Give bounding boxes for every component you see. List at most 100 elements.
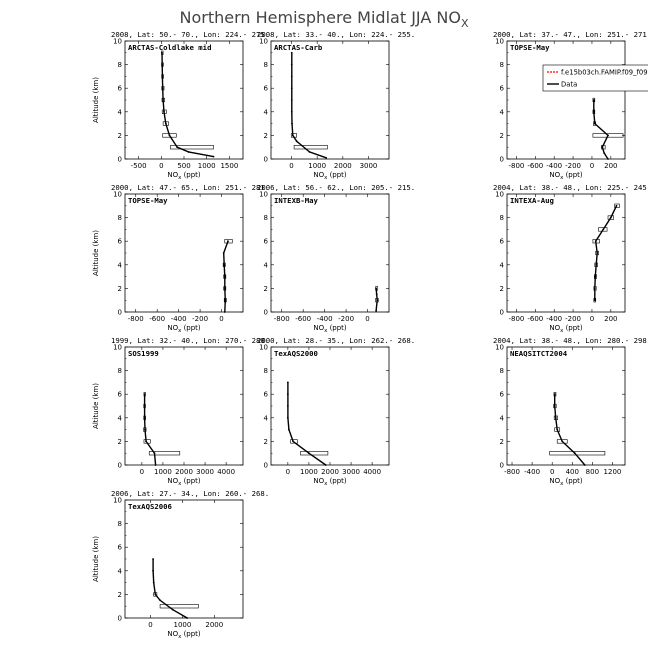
data-point bbox=[186, 617, 189, 619]
x-tick-label: -400 bbox=[317, 315, 333, 323]
data-point bbox=[143, 405, 146, 407]
data-point bbox=[596, 252, 599, 254]
x-tick-label: -600 bbox=[149, 315, 165, 323]
campaign-label: TOPSE-May bbox=[510, 43, 550, 52]
y-tick-label: 4 bbox=[264, 108, 269, 116]
x-tick-label: 1200 bbox=[604, 468, 622, 476]
y-axis-label: Altitude (km) bbox=[92, 536, 100, 582]
data-range-box bbox=[553, 415, 559, 420]
data-point bbox=[594, 240, 597, 243]
x-tick-label: -800 bbox=[508, 315, 524, 323]
data-range-box bbox=[162, 133, 177, 138]
data-profile-line bbox=[554, 394, 586, 466]
y-tick-label: 6 bbox=[264, 238, 269, 246]
panel-header: 2008, Lat: 50.- 70., Lon: 224.- 275. bbox=[111, 30, 269, 39]
campaign-label: ARCTAS-Carb bbox=[274, 43, 323, 52]
panel-header: 2000, Lat: 28.- 35., Lon: 262.- 268. bbox=[257, 336, 415, 345]
data-range-box bbox=[161, 109, 167, 114]
data-range-box bbox=[556, 439, 568, 444]
panel-frame bbox=[124, 40, 244, 160]
data-point bbox=[222, 252, 225, 254]
y-tick-label: 4 bbox=[118, 414, 123, 422]
x-tick-label: -200 bbox=[565, 162, 581, 170]
data-range-box bbox=[592, 109, 596, 114]
y-tick-label: 8 bbox=[500, 61, 504, 69]
data-range-box bbox=[143, 415, 146, 420]
panel-header: 2004, Lat: 38.- 48., Lon: 225.- 245. bbox=[493, 183, 648, 192]
x-tick-label: 1000 bbox=[154, 468, 172, 476]
y-tick-label: 10 bbox=[113, 497, 122, 505]
data-point bbox=[168, 134, 171, 137]
legend: f.e15b03ch.FAMIP.f09_f09.CLB-RDG00 Data bbox=[542, 64, 648, 92]
y-tick-label: 8 bbox=[500, 214, 504, 222]
x-axis-label: NOx (ppt) bbox=[549, 324, 583, 334]
data-point bbox=[376, 299, 379, 302]
x-tick-label: 3000 bbox=[342, 468, 360, 476]
campaign-label: SOS1999 bbox=[128, 349, 159, 358]
data-point bbox=[176, 146, 179, 149]
campaign-label: TexAQS2006 bbox=[128, 502, 172, 511]
data-range-box bbox=[222, 262, 226, 267]
y-tick-label: 0 bbox=[264, 309, 268, 317]
y-axis-label: Altitude (km) bbox=[92, 383, 100, 429]
y-tick-label: 2 bbox=[118, 285, 122, 293]
panel-header: 2004, Lat: 38.- 48., Lon: 280.- 298. bbox=[493, 336, 648, 345]
data-profile-line bbox=[161, 52, 214, 158]
data-range-box bbox=[224, 239, 233, 244]
y-tick-label: 2 bbox=[264, 285, 268, 293]
y-tick-label: 8 bbox=[264, 61, 268, 69]
data-point bbox=[162, 99, 165, 101]
data-point bbox=[602, 228, 605, 231]
y-tick-label: 10 bbox=[259, 38, 268, 46]
data-range-box bbox=[614, 203, 620, 208]
y-tick-label: 8 bbox=[500, 367, 504, 375]
x-tick-label: -200 bbox=[565, 315, 581, 323]
x-axis-label: NOx (ppt) bbox=[167, 630, 201, 640]
panel-frame bbox=[506, 193, 626, 313]
data-point bbox=[292, 440, 295, 443]
y-tick-label: 6 bbox=[118, 85, 123, 93]
panel-header: 2000, Lat: 37.- 47., Lon: 251.- 271. bbox=[493, 30, 648, 39]
x-axis-label: NOx (ppt) bbox=[167, 477, 201, 487]
panel-frame bbox=[124, 346, 244, 466]
campaign-label: INTEXA-Aug bbox=[510, 196, 554, 205]
data-range-box bbox=[300, 451, 329, 456]
y-tick-label: 0 bbox=[500, 462, 504, 470]
data-range-box bbox=[601, 145, 606, 150]
data-point bbox=[159, 599, 161, 602]
data-range-box bbox=[223, 298, 227, 303]
x-axis-label: NOx (ppt) bbox=[313, 477, 347, 487]
y-tick-label: 10 bbox=[113, 38, 122, 46]
data-point bbox=[308, 151, 311, 153]
data-point bbox=[290, 87, 293, 90]
x-tick-label: 200 bbox=[604, 315, 617, 323]
x-tick-label: -800 bbox=[274, 315, 290, 323]
data-range-box bbox=[592, 239, 600, 244]
x-axis-label: NOx (ppt) bbox=[167, 171, 201, 181]
y-tick-label: 8 bbox=[118, 520, 122, 528]
data-range-box bbox=[143, 403, 146, 409]
data-range-box bbox=[594, 274, 597, 279]
data-point bbox=[573, 452, 576, 455]
data-point bbox=[607, 158, 609, 160]
x-tick-label: 3000 bbox=[196, 468, 214, 476]
x-tick-label: 4000 bbox=[363, 468, 381, 476]
y-tick-label: 0 bbox=[264, 156, 268, 164]
x-tick-label: 2000 bbox=[175, 468, 193, 476]
x-tick-label: 1000 bbox=[308, 162, 326, 170]
data-range-box bbox=[223, 286, 227, 291]
data-range-box bbox=[553, 403, 557, 409]
data-point bbox=[593, 122, 596, 125]
data-point bbox=[561, 440, 564, 443]
panel-header: 1999, Lat: 32.- 40., Lon: 270.- 280. bbox=[111, 336, 269, 345]
y-tick-label: 2 bbox=[500, 438, 504, 446]
x-tick-label: -200 bbox=[338, 315, 354, 323]
y-tick-label: 2 bbox=[118, 132, 122, 140]
x-tick-label: -800 bbox=[504, 468, 520, 476]
y-tick-label: 6 bbox=[118, 238, 123, 246]
data-range-box bbox=[375, 298, 379, 303]
x-tick-label: 1500 bbox=[220, 162, 238, 170]
profile-panel: 2000, Lat: 28.- 35., Lon: 262.- 268. TexA… bbox=[257, 336, 415, 487]
data-profile-line bbox=[593, 100, 609, 160]
data-profile-line bbox=[375, 288, 378, 311]
